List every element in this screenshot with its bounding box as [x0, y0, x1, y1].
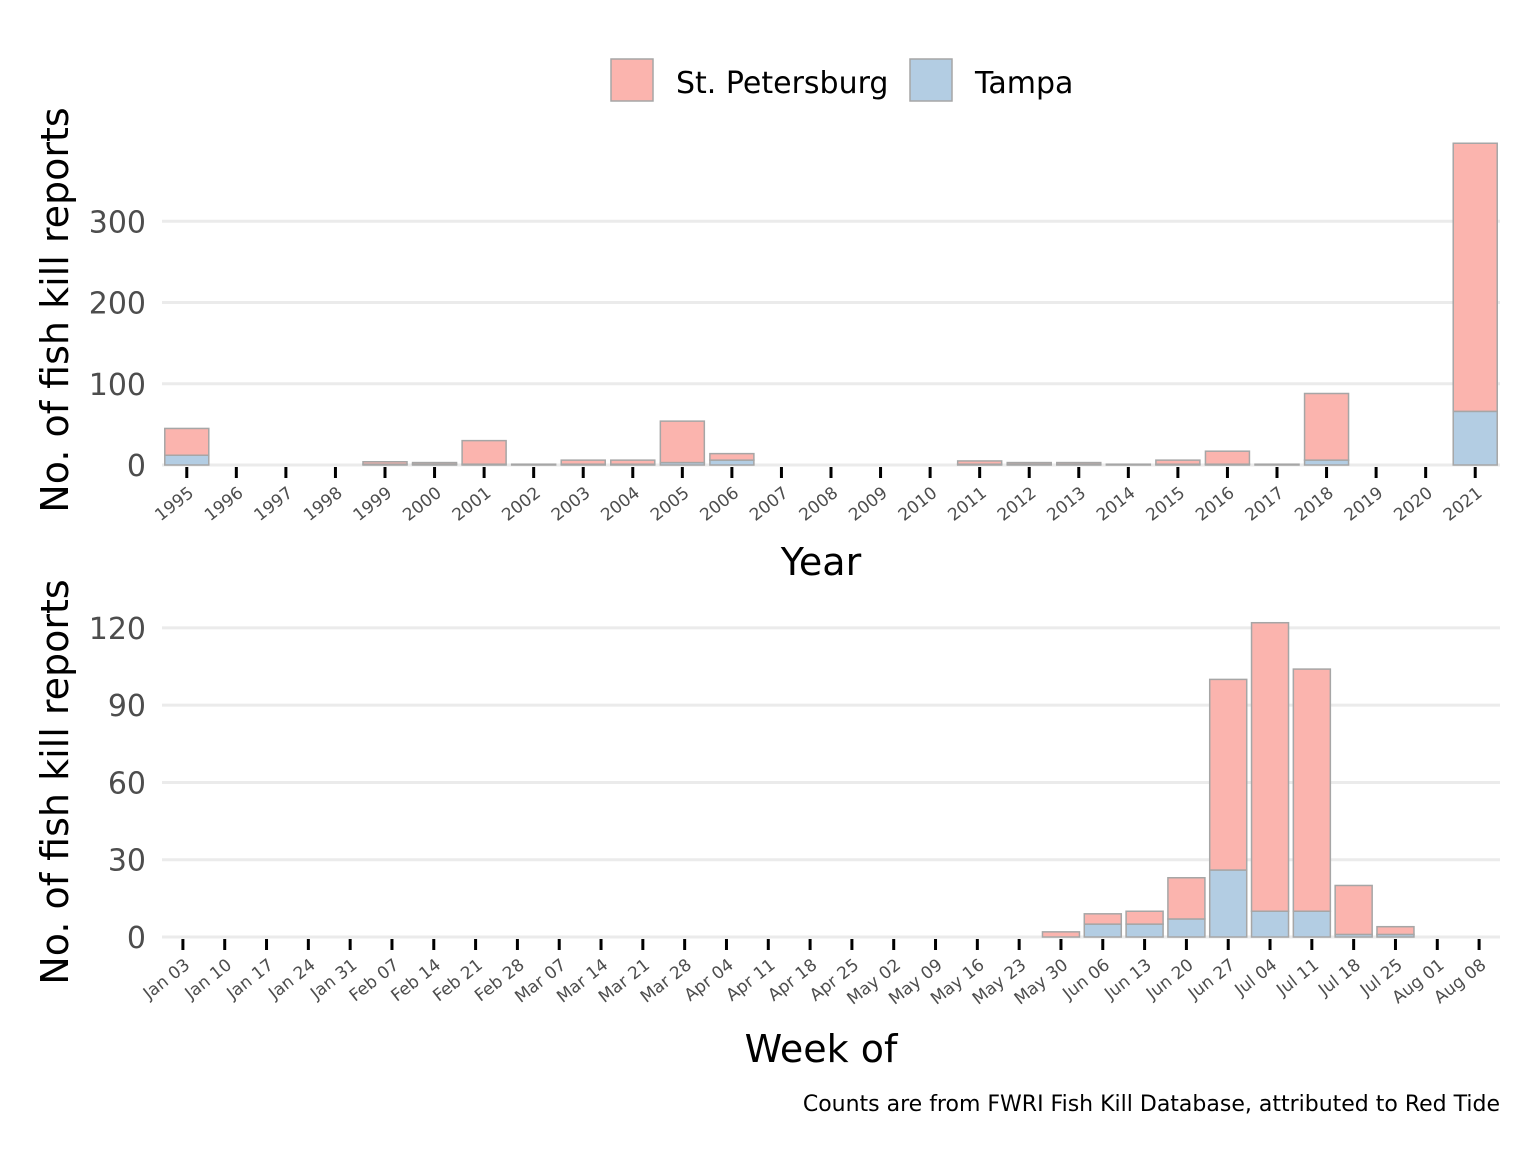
bar-st-petersburg — [1452, 142, 1498, 413]
x-tick-label: Jan 24 — [264, 955, 319, 1004]
y-tick-label: 30 — [108, 844, 146, 879]
bar-tampa — [1250, 910, 1290, 938]
x-tick-label: Jul 04 — [1231, 955, 1282, 1001]
bar-tampa — [1083, 923, 1123, 938]
x-tick-label: 2008 — [796, 483, 842, 525]
legend-label-st-petersburg: St. Petersburg — [676, 66, 888, 101]
bar-st-petersburg — [956, 460, 1003, 465]
x-tick-label: 2002 — [498, 483, 544, 525]
x-tick-label: 1995 — [151, 483, 197, 525]
bar-st-petersburg — [164, 427, 210, 456]
x-tick-label: 2021 — [1440, 483, 1486, 525]
bar-tampa — [1452, 410, 1498, 466]
bar-st-petersburg — [362, 461, 408, 465]
x-tick-label: 1998 — [300, 483, 346, 525]
x-tick-label: 1999 — [350, 483, 396, 525]
x-tick-label: 2018 — [1291, 483, 1337, 525]
bar-st-petersburg — [560, 459, 606, 465]
bar-tampa — [1208, 869, 1248, 938]
y-tick-label: 200 — [89, 287, 146, 322]
bar-st-petersburg — [1376, 925, 1415, 936]
y-tick-label: 120 — [89, 612, 146, 647]
y-tick-label: 0 — [127, 449, 146, 484]
y-tick-label: 0 — [127, 921, 146, 956]
bar-st-petersburg — [1006, 461, 1052, 465]
x-tick-label: 2017 — [1242, 483, 1288, 525]
y-tick-label: 60 — [108, 766, 146, 801]
weekly-panel: 0 30 60 90 120 No. of fish kill reports Week o… — [33, 579, 1500, 1071]
yearly-panel: 0 100 200 300 No. of fish kill reports Year 19… — [33, 107, 1500, 584]
x-tick-label: Jan 17 — [223, 955, 278, 1004]
bar-st-petersburg — [1167, 877, 1206, 920]
x-tick-label: Jun 27 — [1184, 955, 1239, 1004]
x-tick-label: Jul 11 — [1272, 955, 1323, 1001]
bar-st-petersburg — [1155, 459, 1201, 465]
y-tick-label: 300 — [89, 205, 146, 240]
bar-st-petersburg — [1105, 463, 1152, 466]
bar-st-petersburg — [709, 452, 755, 461]
bar-st-petersburg — [1250, 621, 1290, 912]
x-tick-label: 2010 — [895, 483, 941, 525]
bar-st-petersburg — [1204, 450, 1251, 465]
bar-st-petersburg — [510, 463, 557, 466]
y-tick-label: 90 — [108, 689, 146, 724]
legend-label-tampa: Tampa — [974, 66, 1073, 101]
bar-st-petersburg — [1125, 910, 1164, 925]
x-tick-label: 2003 — [548, 483, 594, 525]
bar-st-petersburg — [1208, 678, 1248, 871]
y-tick-label: 100 — [89, 368, 146, 403]
x-tick-label: 2000 — [399, 483, 445, 525]
x-tick-label: 2007 — [746, 483, 792, 525]
bar-tampa — [1167, 918, 1206, 938]
x-tick-label: 2009 — [845, 483, 891, 525]
x-tick-label: Jul 18 — [1314, 955, 1365, 1001]
legend-swatch-tampa — [909, 58, 953, 102]
x-tick-label: Jan 10 — [181, 955, 236, 1004]
x-tick-label: 2001 — [449, 483, 495, 525]
x-axis-label: Week of — [745, 1027, 899, 1071]
bar-st-petersburg — [1083, 913, 1123, 925]
x-tick-label: 2013 — [1043, 483, 1089, 525]
bar-st-petersburg — [1292, 668, 1332, 912]
x-tick-label: Jun 13 — [1100, 955, 1155, 1004]
y-axis-label: No. of fish kill reports — [33, 579, 77, 984]
bar-st-petersburg — [1303, 392, 1350, 461]
bar-st-petersburg — [610, 459, 656, 465]
x-tick-label: 2004 — [597, 483, 643, 525]
x-tick-label: 1997 — [251, 483, 297, 525]
x-tick-label: Jun 20 — [1142, 955, 1197, 1004]
legend: St. Petersburg Tampa — [610, 58, 1073, 102]
x-tick-label: 2020 — [1390, 483, 1436, 525]
x-axis-label: Year — [780, 540, 862, 584]
x-tick-label: 2012 — [994, 483, 1040, 525]
x-tick-label: 2015 — [1143, 483, 1189, 525]
bar-st-petersburg — [1254, 463, 1300, 466]
x-tick-label: 2006 — [697, 483, 743, 525]
bar-tampa — [1125, 923, 1164, 938]
x-tick-label: 2019 — [1341, 483, 1387, 525]
caption: Counts are from FWRI Fish Kill Database,… — [803, 1092, 1500, 1117]
bar-st-petersburg — [1041, 931, 1081, 938]
x-tick-label: 2014 — [1093, 483, 1139, 525]
bar-tampa — [1292, 910, 1332, 938]
y-axis-label: No. of fish kill reports — [33, 107, 77, 512]
bar-st-petersburg — [1056, 461, 1102, 465]
bar-st-petersburg — [1334, 884, 1373, 936]
x-tick-label: 2016 — [1192, 483, 1238, 525]
x-tick-label: 2011 — [944, 483, 990, 525]
bar-st-petersburg — [411, 461, 458, 465]
legend-swatch-st-petersburg — [610, 58, 654, 102]
x-tick-label: 1996 — [201, 483, 247, 525]
bar-st-petersburg — [461, 439, 507, 465]
x-tick-label: Jun 06 — [1059, 955, 1114, 1004]
x-tick-label: Jan 03 — [139, 955, 194, 1004]
x-tick-label: 2005 — [647, 483, 693, 525]
bar-st-petersburg — [659, 420, 706, 464]
bar-tampa — [164, 454, 210, 466]
